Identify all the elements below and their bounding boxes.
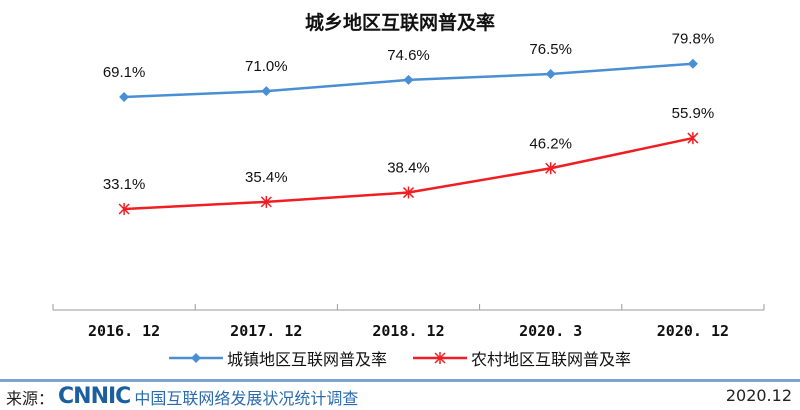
survey-name: 中国互联网络发展状况统计调查 <box>134 388 359 408</box>
source-label: 来源： <box>6 388 55 408</box>
data-label: 79.8% <box>672 31 715 48</box>
x-tick-label: 2017. 12 <box>230 322 302 340</box>
data-point <box>545 162 557 175</box>
data-point <box>261 86 272 97</box>
chart-title: 城乡地区互联网普及率 <box>304 12 495 34</box>
footer-divider <box>0 379 800 382</box>
data-label: 76.5% <box>529 41 572 58</box>
data-point <box>687 58 698 69</box>
cnnic-logo: CNNIC <box>58 384 131 409</box>
data-point <box>402 186 415 199</box>
legend-item-urban: 城镇地区互联网普及率 <box>168 346 387 370</box>
x-tick-label: 2020. 3 <box>519 322 582 340</box>
data-label: 69.1% <box>103 64 146 81</box>
footer-date: 2020.12 <box>725 386 792 405</box>
data-label: 55.9% <box>672 105 715 122</box>
data-label: 33.1% <box>103 176 146 193</box>
x-tick-label: 2020. 12 <box>657 322 729 340</box>
data-point <box>687 132 699 145</box>
legend-label-urban: 城镇地区互联网普及率 <box>226 350 387 369</box>
data-point <box>545 69 556 79</box>
data-label: 74.6% <box>387 47 430 64</box>
data-point <box>118 203 130 216</box>
legend-marker-urban <box>168 353 223 363</box>
data-point <box>119 92 130 103</box>
data-point <box>403 74 414 85</box>
legend-item-rural: 农村地区互联网普及率 <box>413 346 631 370</box>
legend-marker-rural <box>413 352 467 364</box>
footer-source: 来源： CNNIC 中国互联网络发展状况统计调查 <box>6 384 358 409</box>
data-label: 46.2% <box>529 135 572 152</box>
x-tick-label: 2016. 12 <box>88 322 160 340</box>
data-label: 38.4% <box>387 160 430 177</box>
legend-label-rural: 农村地区互联网普及率 <box>471 350 632 369</box>
data-label: 35.4% <box>245 169 288 186</box>
x-tick-label: 2018. 12 <box>372 322 444 340</box>
legend: 城镇地区互联网普及率 农村地区互联网普及率 <box>0 346 800 370</box>
data-label: 71.0% <box>245 58 288 75</box>
data-point <box>260 195 272 208</box>
